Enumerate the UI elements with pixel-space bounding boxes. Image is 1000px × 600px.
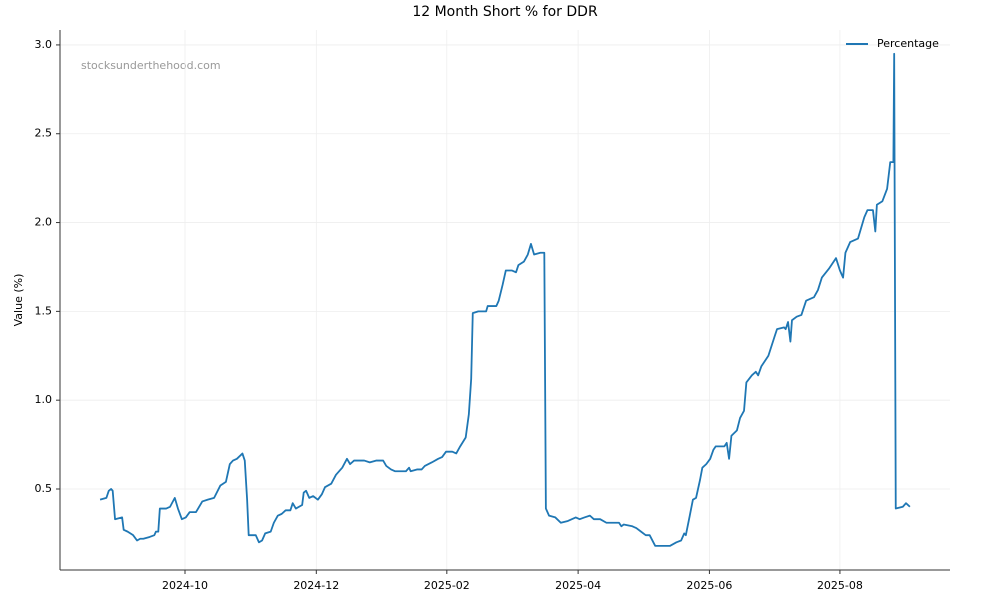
x-tick-label: 2024-10 <box>162 579 208 592</box>
y-tick-label: 1.5 <box>35 304 53 317</box>
chart-title: 12 Month Short % for DDR <box>412 4 598 20</box>
x-tick-label: 2025-02 <box>424 579 470 592</box>
data-line <box>99 52 911 547</box>
x-tick-label: 2025-06 <box>686 579 732 592</box>
x-tick-label: 2025-08 <box>817 579 863 592</box>
y-tick-label: 1.0 <box>35 393 53 406</box>
y-tick-label: 0.5 <box>35 482 53 495</box>
y-tick-label: 3.0 <box>35 38 53 51</box>
watermark: stocksunderthehood.com <box>81 59 221 72</box>
y-tick-label: 2.5 <box>35 127 53 140</box>
x-tick-label: 2024-12 <box>293 579 339 592</box>
y-axis-label: Value (%) <box>12 274 25 327</box>
x-tick-label: 2025-04 <box>555 579 601 592</box>
legend-label: Percentage <box>877 37 939 50</box>
y-tick-label: 2.0 <box>35 216 53 229</box>
